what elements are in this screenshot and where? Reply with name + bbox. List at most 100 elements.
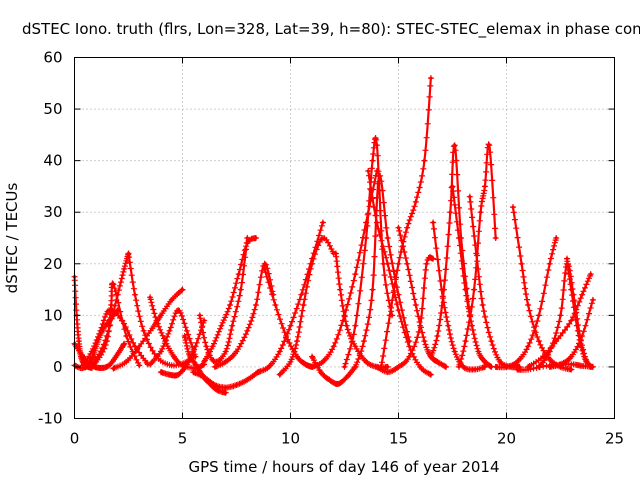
x-tick-label: 25	[605, 430, 624, 448]
series-markers	[427, 142, 473, 360]
data-point	[377, 174, 381, 178]
data-point	[580, 293, 584, 297]
series-arc-11	[157, 317, 208, 379]
data-point	[537, 313, 541, 317]
data-point	[429, 76, 433, 80]
series-line	[495, 237, 558, 369]
data-point	[429, 373, 433, 377]
data-point	[230, 324, 234, 328]
data-point	[558, 313, 563, 317]
data-point	[273, 303, 277, 307]
data-point	[345, 324, 349, 328]
data-point	[371, 159, 375, 163]
data-point	[299, 293, 303, 297]
data-point	[407, 344, 411, 348]
data-point	[487, 143, 491, 147]
data-point	[463, 288, 468, 292]
data-point	[338, 288, 342, 292]
data-point	[111, 282, 115, 286]
data-point	[301, 303, 306, 307]
y-tick-label: 40	[43, 152, 62, 170]
data-point	[515, 367, 519, 372]
data-point	[228, 303, 232, 307]
x-tick-label: 20	[497, 430, 516, 448]
data-point	[468, 195, 472, 199]
data-point	[180, 288, 185, 292]
data-point	[237, 272, 241, 276]
data-point	[310, 355, 314, 359]
data-point	[435, 360, 439, 364]
data-point	[504, 365, 509, 369]
data-point	[159, 370, 163, 374]
data-point	[371, 288, 375, 292]
data-point	[183, 334, 187, 338]
data-point	[98, 366, 102, 370]
series-markers	[365, 168, 434, 378]
series-arc-25	[365, 168, 434, 378]
data-point	[159, 349, 163, 354]
series-arc-24	[352, 172, 413, 370]
y-tick-label: 30	[43, 203, 62, 221]
grid	[74, 57, 615, 419]
x-tick-label: 0	[70, 430, 80, 448]
data-point	[483, 360, 487, 364]
data-point	[148, 362, 152, 366]
data-point	[148, 295, 152, 299]
data-point	[448, 210, 452, 214]
data-point	[116, 352, 120, 356]
data-point	[405, 226, 409, 230]
data-point	[589, 272, 593, 276]
data-point	[396, 365, 401, 369]
data-point	[263, 262, 267, 266]
data-point	[381, 262, 385, 266]
data-point	[321, 360, 325, 364]
data-point	[170, 298, 174, 302]
data-point	[245, 378, 249, 382]
data-point	[170, 363, 174, 367]
data-point	[172, 355, 176, 359]
data-point	[185, 329, 189, 333]
data-point	[431, 257, 435, 261]
data-point	[407, 355, 411, 359]
data-point	[278, 373, 282, 377]
data-point	[548, 363, 552, 367]
data-point	[133, 344, 137, 348]
data-point	[375, 143, 379, 147]
data-point	[353, 324, 357, 328]
data-point	[122, 342, 126, 346]
data-point	[321, 236, 325, 240]
data-point	[81, 355, 85, 359]
data-point	[202, 360, 206, 364]
x-tick-label: 5	[178, 430, 188, 448]
data-point	[185, 362, 189, 366]
data-point	[541, 355, 545, 359]
data-point	[336, 382, 340, 386]
data-point	[245, 241, 249, 245]
x-tick-label: 15	[389, 430, 408, 448]
data-point	[137, 344, 141, 348]
data-point	[116, 293, 120, 297]
data-point	[263, 267, 267, 271]
data-point	[295, 339, 299, 343]
data-point	[107, 363, 111, 367]
data-point	[159, 313, 163, 317]
data-point	[327, 378, 331, 382]
data-point	[215, 388, 219, 392]
data-point	[77, 339, 81, 343]
data-point	[375, 365, 379, 369]
series-arc-31	[449, 183, 495, 370]
data-point	[211, 344, 215, 348]
data-point	[90, 349, 94, 354]
data-point	[213, 383, 217, 387]
data-point	[332, 344, 336, 348]
data-point	[213, 360, 217, 364]
data-point	[435, 334, 439, 338]
data-point	[310, 365, 314, 369]
data-point	[288, 360, 293, 364]
data-point	[450, 184, 455, 188]
data-point	[122, 267, 126, 271]
data-point	[193, 355, 198, 359]
data-point	[256, 370, 260, 374]
data-point	[345, 375, 349, 379]
data-point	[124, 334, 128, 338]
